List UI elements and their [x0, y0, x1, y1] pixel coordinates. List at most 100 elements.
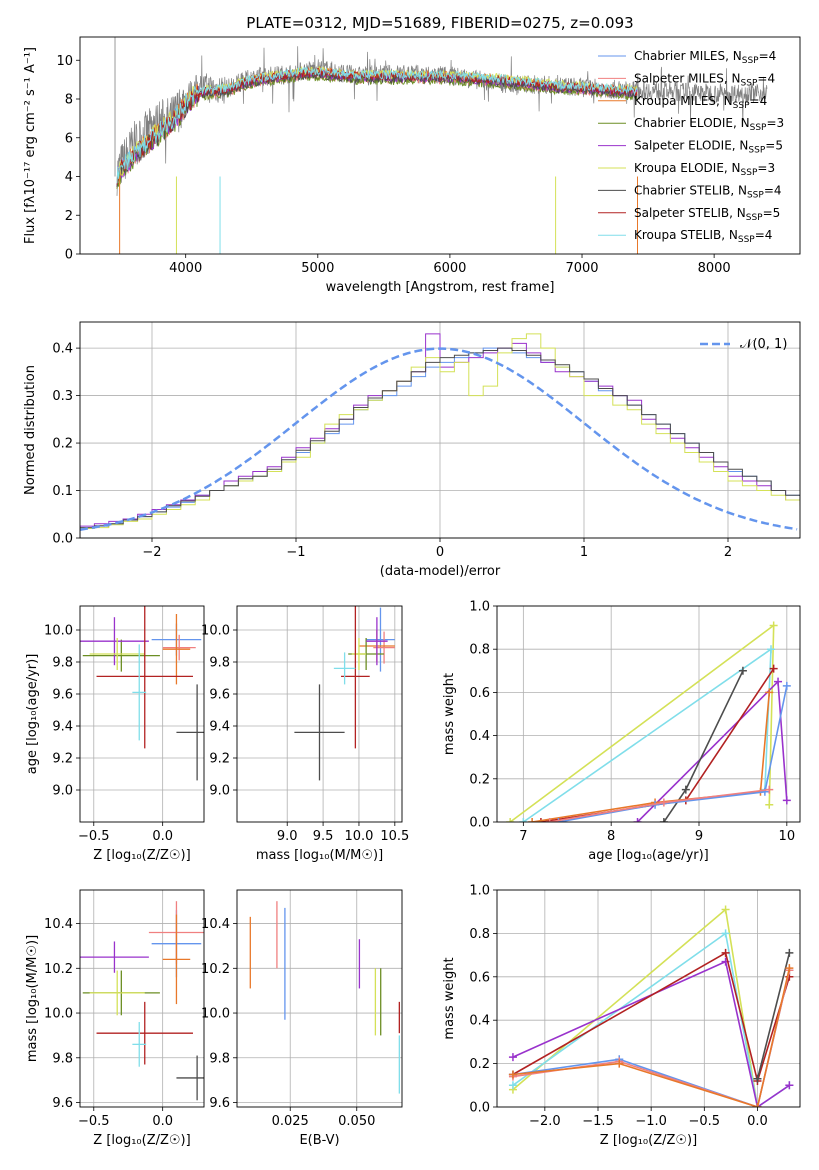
legend-label-value: =4 [750, 94, 768, 108]
legend-label: Chabrier MILES, NSSP=4 [634, 49, 776, 66]
errorbar-point [82, 639, 160, 672]
plus-marker [760, 787, 769, 796]
plus-marker [738, 666, 747, 675]
panel-2: −2 −1 0 1 2 0.0 0.1 0.2 0.3 0.4 (data-model)/error… [23, 321, 801, 579]
y-tick-label: 9.8 [52, 1051, 73, 1066]
histogram-layer [80, 333, 800, 538]
panel-3: −0.5 0.0 9.0 9.2 9.4 9.6 9.8 10.0 Z [log₁₀(Z/Z☉)… [25, 605, 205, 863]
mass-weight-line [512, 967, 791, 1107]
y-tick-label: 9.6 [209, 688, 230, 703]
errorbar-point [294, 684, 345, 781]
y-tick-label: 0.8 [469, 927, 490, 942]
x-tick-label: 2 [724, 545, 732, 560]
legend-label: 𝒩(0, 1) [740, 337, 787, 352]
x-tick-label: 10.5 [380, 829, 409, 844]
legend-label-subscript: SSP [742, 56, 759, 66]
y-tick-label: 10 [56, 54, 73, 69]
plus-marker [765, 688, 774, 697]
grid [80, 606, 204, 822]
errorbar-point [132, 644, 147, 741]
figure-title: PLATE=0312, MJD=51689, FIBERID=0275, z=0… [246, 14, 633, 32]
y-axis-label: mass weight [442, 673, 457, 755]
legend-label-subscript: SSP [733, 101, 750, 111]
y-tick-label: 10.4 [201, 917, 230, 932]
plus-marker [782, 681, 791, 690]
x-tick-label: 6000 [433, 261, 466, 276]
legend-label-value: =5 [763, 206, 781, 220]
errorbar-point [366, 617, 388, 666]
y-tick-label: 9.0 [52, 784, 73, 799]
x-axis-label: Z [log₁₀(Z/Z☉)] [93, 848, 190, 863]
x-tick-label: 9.5 [313, 829, 334, 844]
plus-marker [721, 948, 730, 957]
plus-marker [769, 664, 778, 673]
legend-label-subscript: SSP [741, 78, 758, 88]
mass-weight-line [558, 685, 788, 822]
x-tick-label: 7000 [565, 261, 598, 276]
errorbar-layer [80, 901, 204, 1101]
panel-4: 9.0 9.5 10.0 10.5 9.0 9.2 9.4 9.6 9.8 10.0 mass [l… [201, 605, 409, 863]
plus-marker [753, 1074, 762, 1083]
plus-marker [659, 798, 668, 807]
x-tick-label: 0.0 [152, 829, 173, 844]
y-tick-label: 0.4 [469, 1014, 490, 1029]
legend: 𝒩(0, 1) [700, 337, 787, 352]
y-tick-label: 9.4 [52, 720, 73, 735]
y-tick-label: 6 [65, 131, 73, 146]
y-tick-label: 9.8 [209, 656, 230, 671]
legend-label-value: =4 [764, 183, 782, 197]
x-tick-label: −1 [286, 545, 305, 560]
plus-marker [765, 785, 774, 794]
y-tick-label: 10.2 [44, 962, 73, 977]
legend-label-subscript: SSP [747, 190, 764, 200]
x-tick-label: 0.050 [338, 1114, 375, 1129]
panel-1: 4000 5000 6000 7000 8000 0 2 4 6 8 10 wavelength [A… [23, 36, 801, 295]
plus-marker [554, 818, 563, 822]
plus-marker [753, 1103, 762, 1107]
x-tick-label: 1 [580, 545, 588, 560]
axes-frame [79, 36, 801, 255]
legend-label: Kroupa ELODIE, NSSP=3 [634, 161, 775, 178]
y-tick-label: 10.0 [201, 624, 230, 639]
y-tick-label: 1.0 [469, 600, 490, 615]
plus-marker [633, 818, 642, 822]
y-tick-label: 8 [65, 93, 73, 108]
plus-marker [721, 905, 730, 914]
x-tick-label: −2.0 [529, 1114, 561, 1129]
x-tick-label: −0.5 [689, 1114, 721, 1129]
errorbar-point [162, 614, 191, 685]
x-axis-label: mass [log₁₀(M/M☉)] [256, 848, 383, 863]
legend-label: Kroupa STELIB, NSSP=4 [634, 228, 772, 245]
plus-marker [536, 818, 545, 822]
y-tick-label: 9.6 [209, 1096, 230, 1111]
errorbar-point [176, 1055, 204, 1101]
legend-label: Salpeter STELIB, NSSP=5 [634, 206, 780, 223]
legend-label-subscript: SSP [741, 168, 758, 178]
legend-label-value: =4 [755, 228, 773, 242]
plus-marker [519, 818, 528, 822]
y-tick-label: 0.6 [469, 686, 490, 701]
y-axis-label: mass [log₁₀(M/M☉)] [25, 935, 40, 1062]
y-tick-label: 9.0 [209, 784, 230, 799]
x-tick-label: 8 [607, 829, 615, 844]
x-tick-label: −2 [142, 545, 161, 560]
x-tick-label: 9 [695, 829, 703, 844]
axes-frame [236, 889, 403, 1108]
legend-label: Chabrier ELODIE, NSSP=3 [634, 116, 784, 133]
x-axis-label: age [log₁₀(age/yr)] [588, 848, 709, 863]
x-tick-label: 0 [436, 545, 444, 560]
y-tick-label: 0.8 [469, 643, 490, 658]
plus-marker [528, 818, 537, 822]
legend-label-value: =3 [766, 116, 784, 130]
plus-marker [659, 818, 668, 822]
x-tick-label: −0.5 [78, 1114, 110, 1129]
y-axis-label: age [log₁₀(age/yr)] [25, 654, 40, 775]
panel-6: −0.5 0.0 9.6 9.8 10.0 10.2 10.4 Z [log₁₀(Z/Z☉)]… [25, 889, 205, 1148]
errorbar-layer [80, 606, 204, 781]
plus-marker [785, 964, 794, 973]
errorbar-point [80, 617, 149, 666]
plus-marker [615, 1059, 624, 1068]
y-tick-label: 10.0 [44, 1007, 73, 1022]
plus-marker [785, 1081, 794, 1090]
